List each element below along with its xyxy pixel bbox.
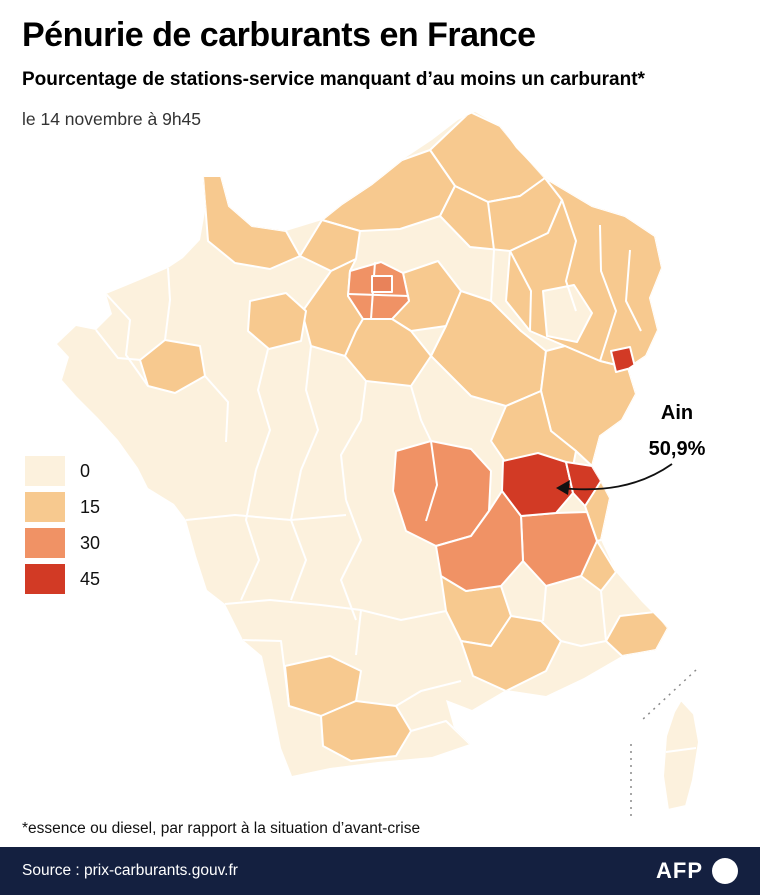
department-region [520, 511, 598, 587]
header: Pénurie de carburants en France Pourcent… [22, 16, 738, 130]
corsica [661, 698, 701, 812]
legend-swatch-30 [25, 528, 65, 558]
legend-label-30: 30 [80, 532, 101, 553]
department-region [321, 149, 456, 232]
subtitle: Pourcentage de stations-service manquant… [22, 69, 645, 90]
department-regions [95, 112, 668, 762]
date-label: le 14 novembre à 9h45 [22, 109, 202, 129]
department-region [430, 290, 547, 407]
legend-item: 30 [25, 528, 100, 558]
legend-item: 0 [25, 456, 100, 486]
annotation-arrow [556, 463, 673, 495]
department-region [202, 175, 301, 270]
legend-swatch-15 [25, 492, 65, 522]
annotation-department: Ain [660, 402, 694, 424]
afp-logo-dot [712, 858, 738, 884]
legend-swatch-45 [25, 564, 65, 594]
department-region-paris [371, 275, 393, 293]
afp-logo-text: AFP [656, 858, 703, 883]
legend-item: 15 [25, 492, 100, 522]
department-region [247, 292, 307, 350]
inset-divider [630, 669, 697, 816]
department-region [320, 700, 412, 762]
footer-bar: Source : prix-carburants.gouv.fr AFP [0, 847, 760, 895]
annotation-ain: Ain 50,9% [632, 402, 722, 461]
annotation-value: 50,9% [648, 438, 706, 460]
legend-label-0: 0 [80, 460, 91, 481]
legend-swatch-0 [25, 456, 65, 486]
page-title: Pénurie de carburants en France [22, 16, 536, 54]
department-region [299, 219, 361, 272]
department-region [542, 284, 593, 343]
department-region [344, 318, 432, 387]
legend-label-15: 15 [80, 496, 101, 517]
legend: 0 15 30 45 [25, 456, 100, 600]
department-region-ain [501, 452, 574, 517]
legend-item: 45 [25, 564, 100, 594]
afp-logo: AFP [656, 858, 738, 884]
department-region-ain-hook [565, 461, 602, 507]
source-label: Source : prix-carburants.gouv.fr [22, 862, 238, 879]
footnote: *essence ou diesel, par rapport à la sit… [22, 820, 421, 837]
department-region-belfort [610, 346, 636, 373]
legend-label-45: 45 [80, 568, 101, 589]
department-region [435, 490, 524, 592]
